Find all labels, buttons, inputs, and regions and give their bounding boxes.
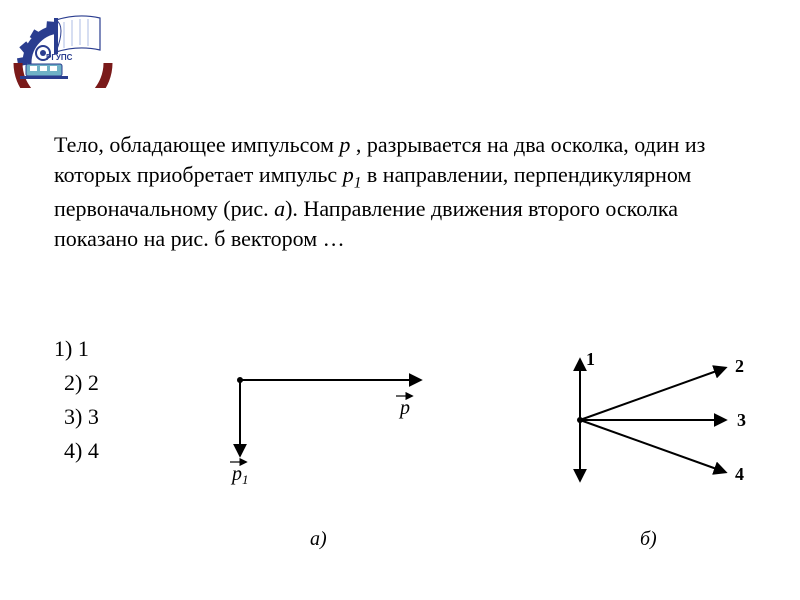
- university-logo: РГУПС: [8, 8, 118, 88]
- symbol-p1: p1: [343, 162, 362, 187]
- label-vec-p1: p1: [230, 463, 249, 487]
- arrow-label-4: 4: [735, 464, 744, 484]
- slide-page: РГУПС Тело, обладающее импульсом p , раз…: [0, 0, 800, 600]
- option-4: 4) 4: [54, 434, 99, 468]
- answer-options: 1) 1 2) 2 3) 3 4) 4: [54, 332, 99, 468]
- figures-svg: p p1 а) 1 2 3: [200, 350, 760, 560]
- figure-a: p p1 а): [230, 377, 420, 550]
- label-vec-p: p: [398, 397, 410, 419]
- arrow-label-2: 2: [735, 356, 744, 376]
- arrow-label-3: 3: [737, 410, 746, 430]
- logo-inner-text: РГУПС: [46, 53, 73, 62]
- symbol-p1-letter: p: [343, 162, 354, 187]
- problem-statement: Тело, обладающее импульсом p , разрывает…: [54, 130, 754, 253]
- arrow-label-1: 1: [586, 350, 595, 369]
- text-seg-1: Тело, обладающее импульсом: [54, 132, 339, 157]
- figure-b: 1 2 3 4 б): [577, 350, 746, 550]
- symbol-a: а: [274, 196, 285, 221]
- figures-container: p p1 а) 1 2 3: [200, 350, 760, 565]
- symbol-p: p: [339, 132, 350, 157]
- option-2: 2) 2: [54, 366, 99, 400]
- logo-svg: РГУПС: [8, 8, 118, 88]
- figure-a-label: а): [310, 528, 327, 550]
- option-1: 1) 1: [54, 332, 99, 366]
- option-3: 3) 3: [54, 400, 99, 434]
- figure-b-label: б): [640, 528, 657, 550]
